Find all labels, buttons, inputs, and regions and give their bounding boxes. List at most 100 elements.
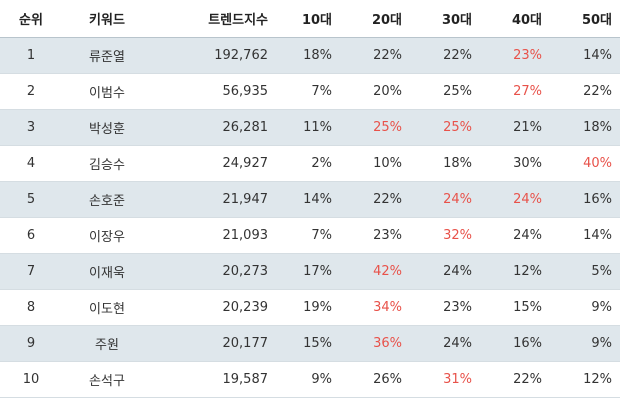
cell-age-40: 12% [480, 253, 550, 290]
cell-age-10: 7% [272, 73, 340, 110]
cell-age-20: 23% [340, 217, 410, 254]
cell-age-10: 7% [272, 217, 340, 254]
table-row: 2 이범수 56,935 7% 20% 25% 27% 22% [0, 73, 620, 110]
cell-age-30: 24% [410, 253, 480, 290]
cell-age-10: 9% [272, 361, 340, 398]
cell-keyword: 이범수 [62, 73, 152, 110]
table-row: 4 김승수 24,927 2% 10% 18% 30% 40% [0, 145, 620, 182]
cell-trend-index: 19,587 [152, 361, 272, 398]
cell-age-30: 22% [410, 37, 480, 74]
cell-keyword: 이장우 [62, 217, 152, 254]
cell-rank: 4 [0, 145, 62, 182]
header-age-50: 50대 [550, 0, 620, 38]
cell-age-20: 22% [340, 37, 410, 74]
cell-rank: 9 [0, 325, 62, 362]
cell-age-20: 25% [340, 109, 410, 146]
cell-age-50: 14% [550, 217, 620, 254]
cell-keyword: 주원 [62, 325, 152, 362]
cell-rank: 3 [0, 109, 62, 146]
header-rank: 순위 [0, 0, 62, 38]
cell-age-10: 18% [272, 37, 340, 74]
cell-trend-index: 20,273 [152, 253, 272, 290]
cell-keyword: 이재욱 [62, 253, 152, 290]
cell-age-40: 22% [480, 361, 550, 398]
table-body: 1 류준열 192,762 18% 22% 22% 23% 14% 2 이범수 56,935 7% 20… [0, 37, 620, 398]
cell-age-30: 31% [410, 361, 480, 398]
cell-age-50: 12% [550, 361, 620, 398]
cell-age-50: 16% [550, 181, 620, 218]
cell-age-50: 5% [550, 253, 620, 290]
cell-age-20: 10% [340, 145, 410, 182]
cell-keyword: 류준열 [62, 37, 152, 74]
table-row: 3 박성훈 26,281 11% 25% 25% 21% 18% [0, 109, 620, 146]
cell-age-10: 19% [272, 289, 340, 326]
cell-keyword: 손석구 [62, 361, 152, 398]
header-keyword: 키워드 [62, 0, 152, 38]
cell-age-20: 34% [340, 289, 410, 326]
cell-age-30: 24% [410, 325, 480, 362]
cell-age-40: 27% [480, 73, 550, 110]
cell-age-40: 30% [480, 145, 550, 182]
cell-age-20: 36% [340, 325, 410, 362]
cell-trend-index: 24,927 [152, 145, 272, 182]
cell-age-50: 9% [550, 289, 620, 326]
cell-age-40: 21% [480, 109, 550, 146]
cell-age-30: 25% [410, 109, 480, 146]
header-age-30: 30대 [410, 0, 480, 38]
cell-age-50: 9% [550, 325, 620, 362]
cell-trend-index: 56,935 [152, 73, 272, 110]
cell-rank: 1 [0, 37, 62, 74]
table-row: 10 손석구 19,587 9% 26% 31% 22% 12% [0, 361, 620, 398]
cell-age-40: 24% [480, 181, 550, 218]
cell-age-10: 15% [272, 325, 340, 362]
cell-age-10: 2% [272, 145, 340, 182]
cell-keyword: 박성훈 [62, 109, 152, 146]
header-trend-index: 트렌드지수 [152, 0, 272, 38]
cell-age-10: 17% [272, 253, 340, 290]
cell-keyword: 김승수 [62, 145, 152, 182]
cell-trend-index: 21,947 [152, 181, 272, 218]
cell-age-30: 24% [410, 181, 480, 218]
cell-age-20: 42% [340, 253, 410, 290]
cell-age-40: 16% [480, 325, 550, 362]
cell-rank: 10 [0, 361, 62, 398]
cell-age-40: 15% [480, 289, 550, 326]
cell-trend-index: 21,093 [152, 217, 272, 254]
cell-keyword: 이도현 [62, 289, 152, 326]
header-age-10: 10대 [272, 0, 340, 38]
table-row: 7 이재욱 20,273 17% 42% 24% 12% 5% [0, 253, 620, 290]
cell-rank: 2 [0, 73, 62, 110]
table-row: 8 이도현 20,239 19% 34% 23% 15% 9% [0, 289, 620, 326]
cell-rank: 7 [0, 253, 62, 290]
cell-age-30: 25% [410, 73, 480, 110]
table-header-row: 순위 키워드 트렌드지수 10대 20대 30대 40대 50대 [0, 0, 620, 38]
cell-trend-index: 192,762 [152, 37, 272, 74]
cell-age-50: 40% [550, 145, 620, 182]
cell-trend-index: 20,239 [152, 289, 272, 326]
cell-trend-index: 20,177 [152, 325, 272, 362]
table-row: 5 손호준 21,947 14% 22% 24% 24% 16% [0, 181, 620, 218]
cell-age-30: 23% [410, 289, 480, 326]
cell-age-20: 22% [340, 181, 410, 218]
cell-rank: 6 [0, 217, 62, 254]
cell-age-30: 18% [410, 145, 480, 182]
header-age-20: 20대 [340, 0, 410, 38]
cell-rank: 8 [0, 289, 62, 326]
cell-keyword: 손호준 [62, 181, 152, 218]
cell-age-10: 14% [272, 181, 340, 218]
cell-age-40: 23% [480, 37, 550, 74]
cell-age-20: 20% [340, 73, 410, 110]
cell-age-20: 26% [340, 361, 410, 398]
header-age-40: 40대 [480, 0, 550, 38]
cell-age-50: 14% [550, 37, 620, 74]
cell-age-40: 24% [480, 217, 550, 254]
cell-age-50: 18% [550, 109, 620, 146]
cell-age-30: 32% [410, 217, 480, 254]
cell-age-50: 22% [550, 73, 620, 110]
cell-rank: 5 [0, 181, 62, 218]
table-row: 1 류준열 192,762 18% 22% 22% 23% 14% [0, 37, 620, 74]
cell-trend-index: 26,281 [152, 109, 272, 146]
table-row: 6 이장우 21,093 7% 23% 32% 24% 14% [0, 217, 620, 254]
cell-age-10: 11% [272, 109, 340, 146]
